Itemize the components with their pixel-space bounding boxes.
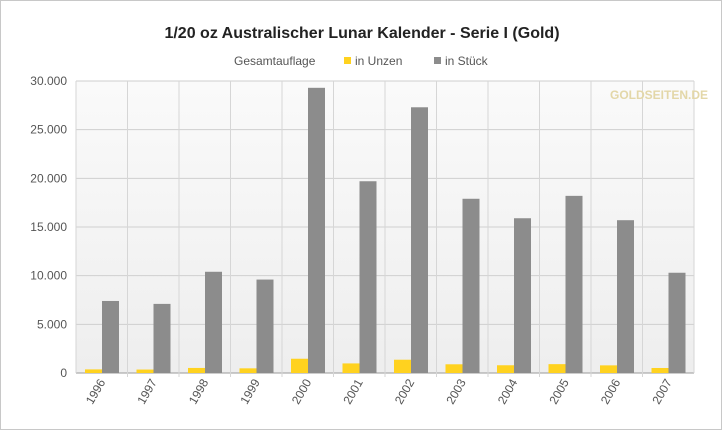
y-axis: 0 5.000 10.000 15.000 20.000 25.000 30.000 [30, 74, 67, 380]
bar-stueck-1999 [256, 279, 274, 373]
bar-stueck-2005 [565, 195, 583, 373]
bar-unzen-2002 [394, 359, 411, 373]
y-tick-label: 30.000 [30, 74, 67, 88]
legend-swatch-stueck [434, 57, 441, 64]
y-tick-label: 20.000 [30, 171, 67, 185]
bar-unzen-1998 [188, 367, 205, 373]
y-tick-label: 25.000 [30, 123, 67, 137]
bar-stueck-2004 [514, 218, 531, 373]
legend: Gesamtauflage in Unzen in Stück [234, 54, 489, 68]
x-tick-label: 2007 [649, 376, 675, 406]
bar-stueck-1997 [153, 303, 171, 373]
watermark: GOLDSEITEN.DE [610, 88, 708, 102]
y-tick-label: 10.000 [30, 269, 67, 283]
legend-label-unzen: in Unzen [355, 54, 402, 68]
x-tick-label: 1998 [186, 376, 212, 406]
x-tick-label: 1997 [134, 376, 160, 406]
y-tick-label: 0 [60, 366, 67, 380]
x-tick-label: 2006 [598, 376, 624, 406]
x-tick-label: 2003 [443, 376, 469, 406]
y-tick-label: 5.000 [37, 317, 67, 331]
x-tick-label: 2001 [340, 376, 366, 406]
x-tick-label: 2002 [392, 376, 418, 406]
bar-stueck-2002 [411, 107, 428, 373]
bar-stueck-1998 [205, 271, 222, 373]
legend-swatch-unzen [344, 57, 351, 64]
bar-unzen-1996 [85, 369, 102, 373]
bar-unzen-2000 [291, 358, 308, 373]
x-tick-label: 1996 [83, 376, 109, 406]
bar-stueck-2006 [617, 220, 634, 373]
bar-unzen-2007 [651, 367, 669, 373]
bar-unzen-2005 [548, 364, 566, 373]
bar-stueck-2001 [359, 181, 377, 373]
x-tick-label: 1999 [237, 376, 263, 406]
legend-title: Gesamtauflage [234, 54, 316, 68]
grid [75, 80, 695, 377]
bar-unzen-1997 [136, 369, 154, 373]
x-axis: 1996 1997 1998 1999 2000 2001 2002 2003 2004 2005… [83, 376, 675, 406]
bar-stueck-1996 [102, 300, 119, 373]
bar-stueck-2000 [308, 87, 325, 374]
legend-label-stueck: in Stück [445, 54, 489, 68]
bar-unzen-1999 [239, 368, 257, 373]
y-tick-label: 15.000 [30, 220, 67, 234]
bars [85, 87, 686, 374]
x-tick-label: 2000 [289, 376, 315, 406]
bar-stueck-2007 [668, 272, 686, 373]
bar-unzen-2001 [342, 363, 360, 373]
bar-unzen-2006 [600, 365, 617, 373]
bar-stueck-2003 [462, 198, 480, 373]
x-tick-label: 2004 [495, 376, 521, 406]
bar-unzen-2003 [445, 364, 463, 373]
x-tick-label: 2005 [546, 376, 572, 406]
bar-unzen-2004 [497, 365, 514, 373]
chart-title: 1/20 oz Australischer Lunar Kalender - S… [164, 25, 559, 42]
